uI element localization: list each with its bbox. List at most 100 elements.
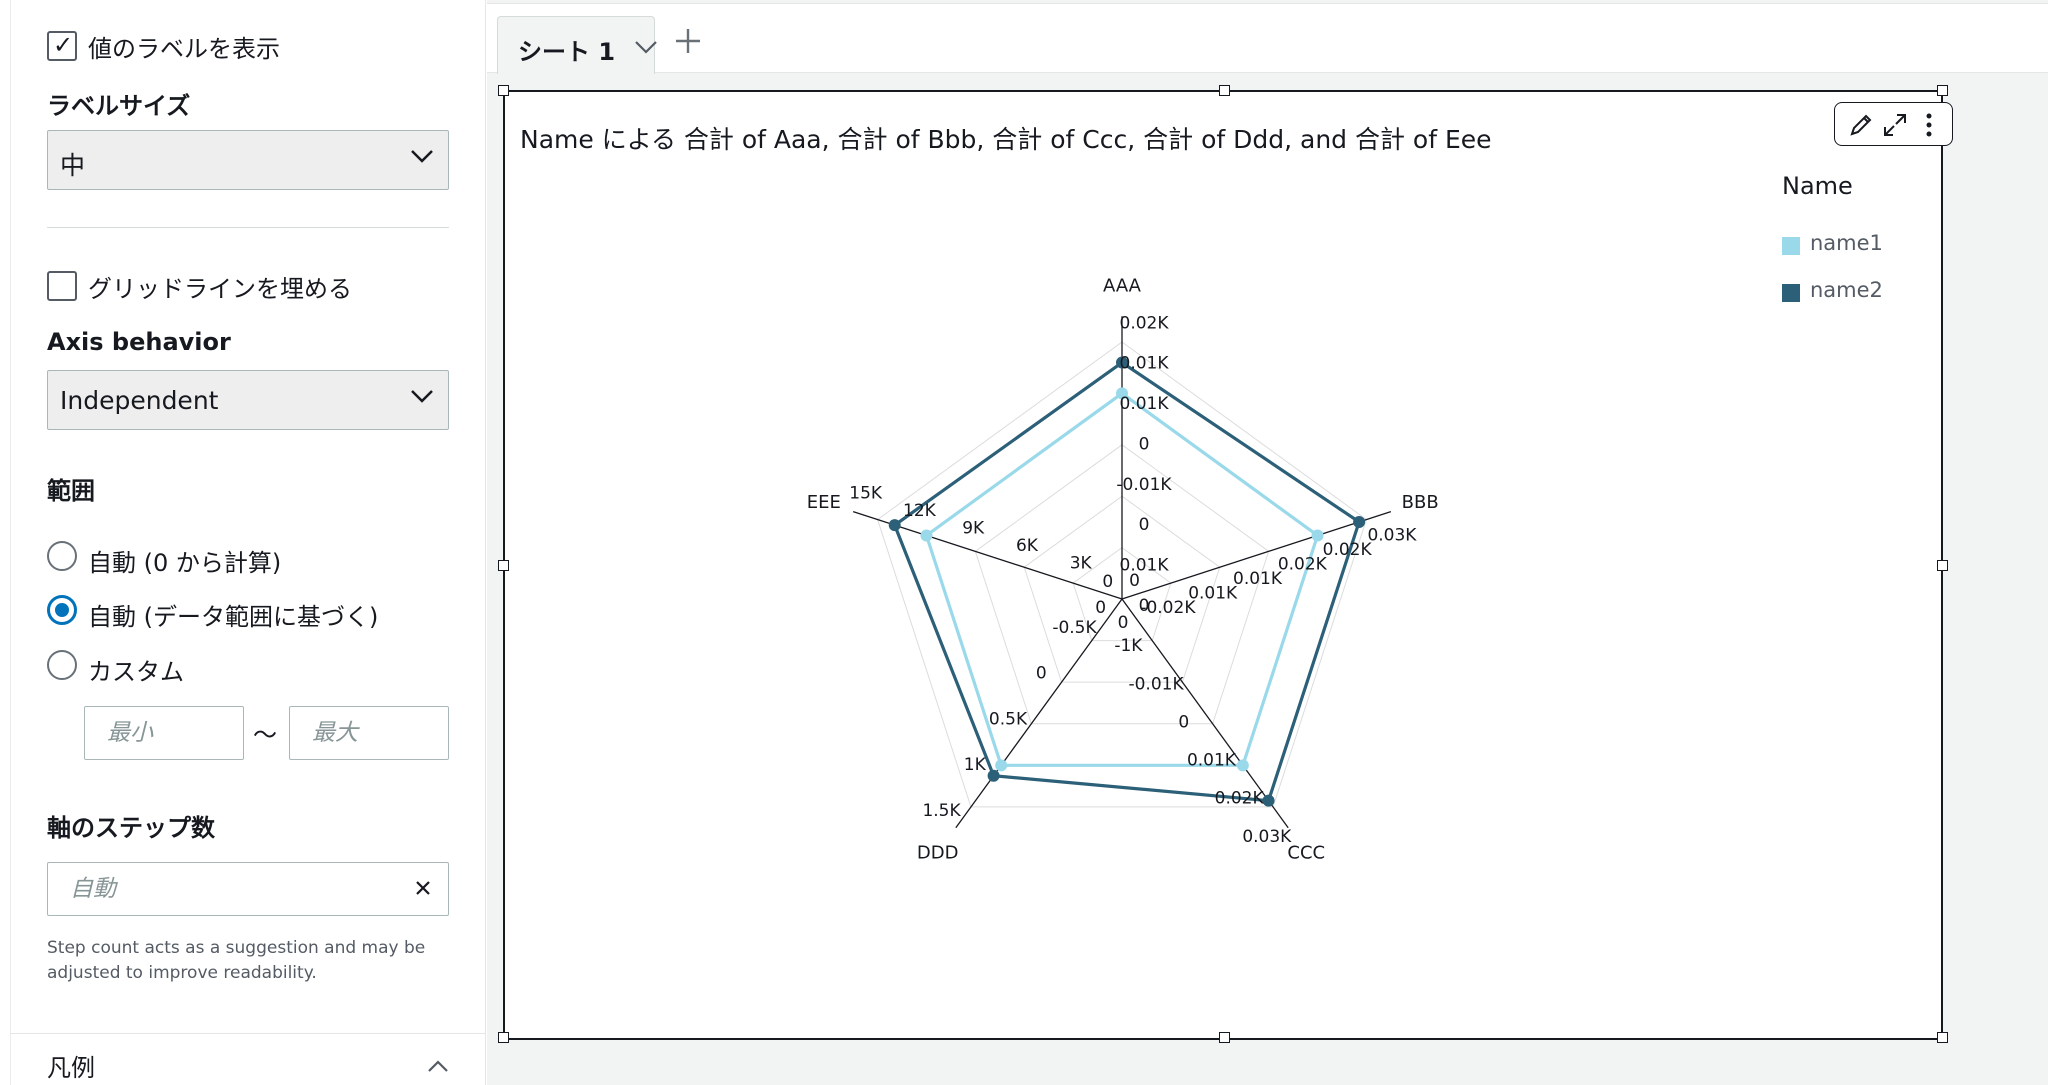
visual-toolbar	[1834, 102, 1953, 146]
range-separator: 〜	[253, 721, 277, 749]
series-point	[1236, 759, 1249, 772]
resize-handle[interactable]	[1219, 85, 1230, 96]
tab-label: シート 1	[518, 38, 616, 66]
legend-title: Name	[1782, 172, 1853, 200]
axis-name-label: DDD	[917, 843, 959, 864]
axis-tick-label: 0.02K	[1120, 313, 1170, 333]
series-point	[920, 529, 933, 542]
legend-label: name2	[1810, 278, 1883, 302]
range-auto-data-radio[interactable]	[47, 595, 77, 625]
axis-tick-label: 0	[1139, 515, 1150, 535]
label-size-select[interactable]: 中	[47, 130, 449, 190]
range-custom-radio[interactable]	[47, 650, 77, 680]
format-panel: 値のラベルを表示 ラベルサイズ 中 グリッドラインを埋める Axis behav…	[0, 0, 486, 1085]
fill-gridlines-checkbox[interactable]	[47, 271, 77, 301]
axis-tick-label: 0.01K	[1120, 556, 1170, 576]
axis-tick-label: 0.02K	[1215, 789, 1265, 809]
chevron-down-icon	[411, 390, 433, 403]
axis-line	[1121, 598, 1289, 829]
visual-title: Name による 合計 of Aaa, 合計 of Bbb, 合計 of Ccc…	[520, 125, 1492, 154]
radar-chart: 00.01K0-0.01K00.01K0.01K0.02KAAA0-0.02K0…	[807, 275, 1439, 864]
range-auto-zero-label: 自動 (0 から計算)	[88, 549, 282, 577]
axis-tick-label: 0.03K	[1367, 525, 1417, 545]
axis-tick-label: 3K	[1070, 553, 1093, 573]
series-point	[1116, 387, 1128, 400]
axis-name-label: EEE	[807, 492, 841, 513]
radar-chart-visual[interactable]: 0 0.01K 0 -0.01K 0 0.01K 0.01K 0.02K AAA 0 -0.02K 0…	[498, 85, 1953, 1043]
resize-handle[interactable]	[1937, 560, 1948, 571]
axis-tick-label: 0.02K	[1278, 555, 1328, 575]
step-count-field[interactable]	[47, 862, 449, 916]
series-point	[995, 759, 1008, 772]
legend-swatch	[1782, 284, 1800, 302]
range-header: 範囲	[47, 477, 95, 505]
axis-tick-label: 0	[1129, 571, 1140, 591]
axis-tick-label: 0	[1139, 596, 1150, 616]
series-point	[1311, 529, 1324, 542]
range-max-field[interactable]	[289, 706, 449, 760]
chevron-down-icon[interactable]	[634, 40, 658, 54]
axis-name-label: AAA	[1103, 275, 1142, 296]
pencil-icon[interactable]	[1847, 111, 1875, 139]
grid-ring	[876, 341, 1368, 808]
axis-tick-label: 0.02K	[1323, 540, 1373, 560]
axis-behavior-header: Axis behavior	[47, 328, 231, 356]
range-min-input[interactable]	[85, 707, 243, 759]
step-count-input[interactable]	[48, 863, 448, 915]
series-point	[1353, 515, 1366, 528]
axis-tick-label: 1K	[964, 755, 987, 775]
legend-section-header[interactable]: 凡例	[10, 1033, 486, 1085]
resize-handle[interactable]	[498, 1032, 509, 1043]
axis-tick-label: 0.03K	[1242, 827, 1292, 847]
legend-section-label: 凡例	[47, 1054, 95, 1082]
axis-tick-label: -0.02K	[1140, 598, 1196, 618]
resize-handle[interactable]	[1219, 1032, 1230, 1043]
axis-line	[1121, 511, 1392, 600]
label-size-header: ラベルサイズ	[47, 92, 191, 120]
axis-tick-label: -0.01K	[1128, 674, 1184, 694]
series-line	[892, 360, 1361, 803]
axis-tick-label: 12K	[903, 501, 937, 521]
axis-tick-label: 0.5K	[989, 709, 1028, 729]
resize-handle[interactable]	[1937, 1032, 1948, 1043]
axis-tick-label: 0	[1178, 712, 1189, 732]
resize-handle[interactable]	[498, 560, 509, 571]
range-auto-data-label: 自動 (データ範囲に基づく)	[88, 603, 379, 631]
grid-ring	[1072, 546, 1172, 642]
axis-tick-label: 0	[1118, 613, 1129, 633]
axis-tick-label: 0.01K	[1120, 394, 1170, 414]
axis-tick-label: 0.01K	[1187, 751, 1237, 771]
legend-label: name1	[1810, 231, 1883, 255]
axis-tick-label: 0	[1095, 598, 1106, 618]
label-size-value: 中	[60, 151, 86, 180]
axis-tick-label: -1K	[1114, 636, 1143, 656]
show-value-labels-label: 値のラベルを表示	[88, 35, 280, 63]
expand-icon[interactable]	[1881, 111, 1909, 139]
range-auto-zero-radio[interactable]	[47, 541, 77, 571]
sheet-tab-bar: シート 1	[487, 3, 2048, 74]
grid-ring	[974, 444, 1270, 725]
range-max-input[interactable]	[290, 707, 448, 759]
sheet-area: シート 1 0 0.01K 0 -0.01K 0 0.01K 0.01K 0.02K AAA 0-…	[487, 0, 2048, 1085]
axis-tick-label: -0.01K	[1116, 475, 1172, 495]
add-sheet-icon[interactable]	[673, 26, 703, 56]
legend-swatch	[1782, 237, 1800, 255]
step-count-header: 軸のステップ数	[47, 814, 215, 842]
axis-name-label: CCC	[1287, 843, 1325, 864]
show-value-labels-checkbox[interactable]	[47, 31, 77, 61]
axis-name-label: BBB	[1402, 492, 1439, 513]
tab-sheet-1[interactable]: シート 1	[497, 16, 658, 74]
chevron-up-icon	[428, 1060, 448, 1072]
close-icon[interactable]	[410, 875, 436, 901]
axis-tick-label: 15K	[849, 484, 883, 504]
axis-tick-label: 0	[1139, 434, 1150, 454]
axis-behavior-select[interactable]: Independent	[47, 370, 449, 430]
axis-tick-label: 1.5K	[922, 801, 961, 821]
more-options-icon[interactable]	[1915, 111, 1943, 139]
series-line	[924, 391, 1320, 767]
resize-handle[interactable]	[1937, 85, 1948, 96]
axis-tick-label: -0.5K	[1052, 618, 1097, 638]
axis-tick-label: 0	[1036, 664, 1047, 684]
resize-handle[interactable]	[498, 85, 509, 96]
range-min-field[interactable]	[84, 706, 244, 760]
